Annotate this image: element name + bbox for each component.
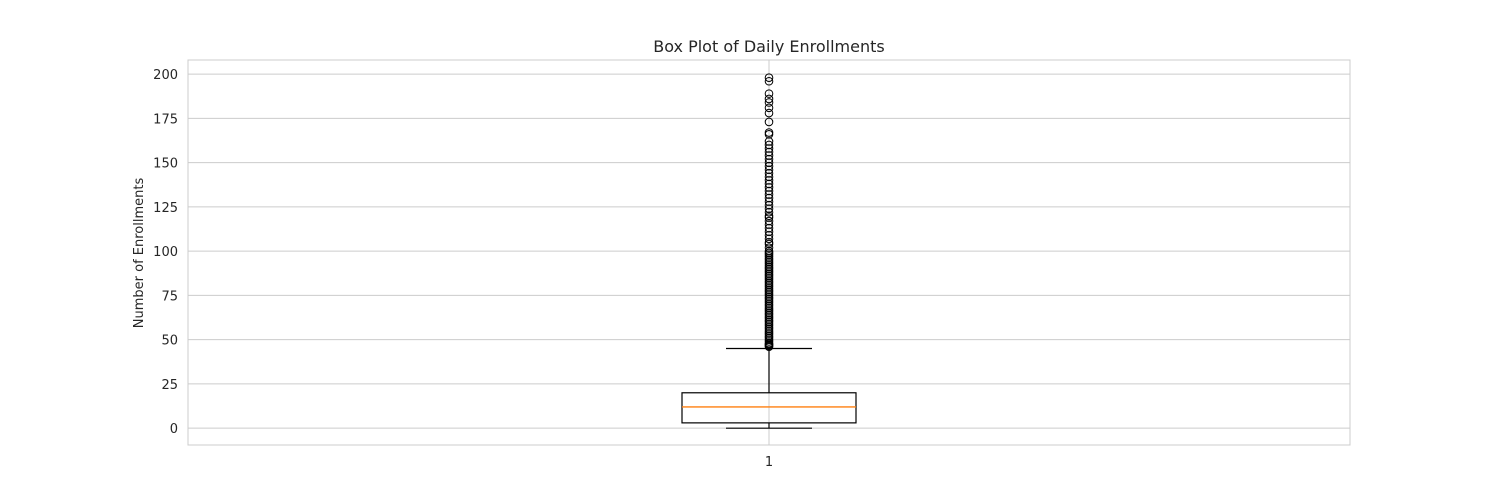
outlier-point [764, 207, 774, 217]
y-tick-label: 25 [161, 378, 178, 393]
outlier-point [764, 193, 774, 203]
x-tick-labels: 1 [765, 455, 773, 470]
outlier-point [764, 137, 774, 146]
outlier-point [764, 108, 774, 118]
outlier-point [764, 190, 774, 199]
outlier-point [764, 147, 774, 157]
outlier-point [764, 238, 774, 247]
outlier-point [764, 186, 774, 196]
iqr-box [681, 392, 857, 424]
outlier-point [764, 216, 774, 226]
box-plot [681, 73, 857, 429]
outlier-point [764, 179, 774, 189]
outlier-point [764, 165, 774, 175]
outlier-point [764, 243, 774, 252]
x-tick-label: 1 [765, 455, 773, 470]
outlier-point [764, 151, 774, 160]
outlier-point [764, 211, 774, 221]
y-tick-label: 200 [153, 68, 178, 83]
outlier-point [764, 220, 774, 229]
outlier-point [764, 200, 774, 210]
y-tick-label: 0 [170, 422, 178, 437]
outlier-point [764, 204, 774, 213]
outlier-point [764, 73, 774, 83]
outlier-point [764, 117, 774, 127]
plot-area-frame [187, 59, 1351, 446]
y-tick-label: 150 [153, 157, 178, 172]
chart-title: Box Plot of Daily Enrollments [653, 37, 884, 56]
outlier-point [764, 183, 774, 192]
outlier-point [764, 144, 774, 153]
outlier-point [764, 140, 774, 150]
y-tick-labels: 0 25 50 75 100 125 150 175 200 [153, 68, 178, 437]
y-tick-label: 100 [153, 245, 178, 260]
outlier-point [764, 76, 774, 86]
outlier-point [764, 227, 774, 237]
outlier-point [764, 128, 774, 137]
outlier-point [764, 176, 774, 185]
outlier-point [764, 103, 774, 113]
outlier-point [764, 197, 774, 206]
outlier-point [764, 246, 774, 256]
outlier-point [764, 168, 774, 178]
outlier-point [764, 223, 774, 233]
outlier-point [764, 230, 774, 240]
outlier-point [764, 98, 774, 107]
outlier-point [764, 234, 774, 244]
y-tick-label: 125 [153, 201, 178, 216]
y-axis-label: Number of Enrollments [132, 178, 147, 329]
outlier-point [764, 158, 774, 167]
y-tick-label: 175 [153, 112, 178, 127]
y-tick-label: 50 [161, 334, 178, 349]
outlier-point [764, 89, 774, 98]
outlier-point [764, 154, 774, 164]
outlier-point [764, 161, 774, 171]
y-tick-label: 75 [161, 289, 178, 304]
outlier-point [764, 172, 774, 182]
outlier-point [764, 94, 774, 104]
